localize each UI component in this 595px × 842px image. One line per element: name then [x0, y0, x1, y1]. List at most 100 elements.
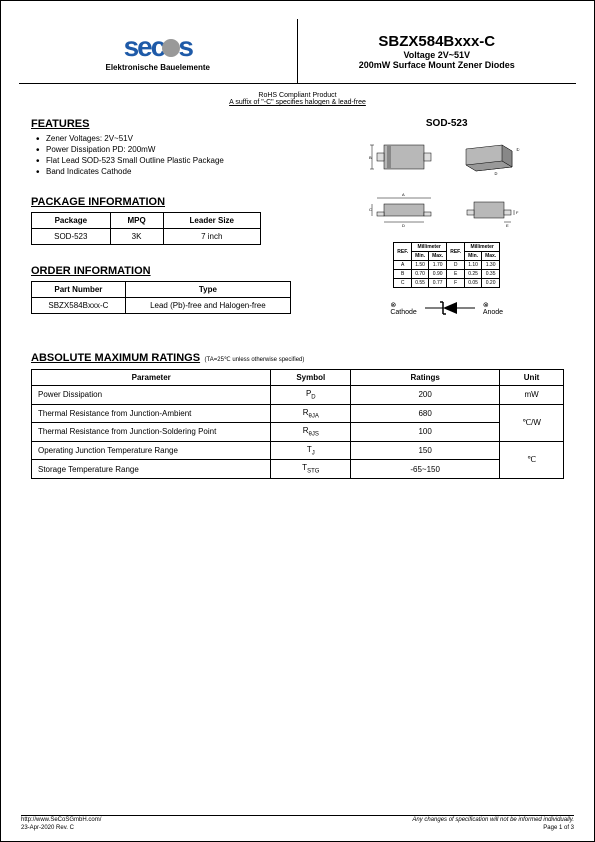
ratings-cell: TSTG	[271, 460, 351, 479]
dim-cell: 0.05	[465, 279, 482, 288]
order-title: ORDER INFORMATION	[31, 265, 319, 277]
symbol-diagram: ⊗Cathode ⊗Anode	[329, 298, 564, 318]
content-columns: FEATURES Zener Voltages: 2V~51V Power Di…	[31, 118, 564, 318]
dim-header: Millimeter	[412, 243, 447, 252]
ratings-cell: ℃	[500, 441, 564, 478]
logo-o-icon	[162, 39, 180, 57]
ratings-cell: Storage Temperature Range	[32, 460, 271, 479]
ratings-cell: Power Dissipation	[32, 386, 271, 405]
ratings-cell: TJ	[271, 441, 351, 460]
table-row: Parameter Symbol Ratings Unit	[32, 370, 564, 386]
anode-label: ⊗Anode	[483, 301, 503, 316]
dim-cell: 0.55	[412, 279, 429, 288]
svg-text:E: E	[506, 223, 509, 228]
table-row: C 0.55 0.77 F 0.05 0.20	[394, 279, 500, 288]
ratings-header: Parameter	[32, 370, 271, 386]
dim-subheader: Min.	[465, 252, 482, 261]
rohs-line2: A suffix of "-C" specifies halogen & lea…	[19, 99, 576, 106]
footer-row1: http://www.SeCoSGmbH.com/ Any changes of…	[21, 815, 574, 823]
ratings-cell: RθJA	[271, 404, 351, 423]
footer-disclaimer: Any changes of specification will not be…	[412, 817, 574, 823]
ratings-condition: (TA=25℃ unless otherwise specified)	[205, 357, 305, 363]
dim-subheader: Max.	[482, 252, 500, 261]
description-subtitle: 200mW Surface Mount Zener Diodes	[359, 60, 515, 70]
body-content: FEATURES Zener Voltages: 2V~51V Power Di…	[19, 118, 576, 479]
dim-cell: 0.90	[429, 270, 447, 279]
table-row: A 1.50 1.70 D 1.10 1.30	[394, 261, 500, 270]
dim-cell: C	[394, 279, 412, 288]
diagram-area: B ① ②	[329, 137, 564, 232]
ratings-title: ABSOLUTE MAXIMUM RATINGS	[31, 352, 200, 364]
dim-cell: F	[447, 279, 465, 288]
table-row: Power Dissipation PD 200 mW	[32, 386, 564, 405]
ratings-cell: PD	[271, 386, 351, 405]
sod-3d-view-icon: ① ②	[454, 137, 524, 177]
footer-date: 23-Apr-2020 Rev. C	[21, 825, 74, 831]
dim-header: REF.	[447, 243, 465, 261]
package-table: Package MPQ Leader Size SOD-523 3K 7 inc…	[31, 212, 261, 245]
sod-side-view-icon: C D A	[369, 192, 439, 232]
ratings-cell: ℃/W	[500, 404, 564, 441]
package-section: PACKAGE INFORMATION Package MPQ Leader S…	[31, 196, 319, 245]
ratings-header: Unit	[500, 370, 564, 386]
feature-item: Band Indicates Cathode	[46, 167, 319, 176]
footer-page: Page 1 of 3	[543, 825, 574, 831]
table-row: SBZX584Bxxx-C Lead (Pb)-free and Halogen…	[32, 298, 291, 314]
dim-cell: E	[447, 270, 465, 279]
pkg-header: MPQ	[110, 213, 163, 229]
logo: secs	[124, 31, 192, 63]
ratings-cell: -65~150	[351, 460, 500, 479]
part-number-title: SBZX584Bxxx-C	[378, 33, 495, 50]
cathode-label: ⊗Cathode	[390, 301, 416, 316]
rohs-notice: RoHS Compliant Product A suffix of "-C" …	[19, 92, 576, 106]
package-title: PACKAGE INFORMATION	[31, 196, 319, 208]
title-cell: SBZX584Bxxx-C Voltage 2V~51V 200mW Surfa…	[298, 19, 577, 83]
table-row: Operating Junction Temperature Range TJ …	[32, 441, 564, 460]
dim-cell: 0.70	[412, 270, 429, 279]
order-header: Type	[125, 282, 290, 298]
order-section: ORDER INFORMATION Part Number Type SBZX5…	[31, 265, 319, 314]
svg-text:C: C	[369, 207, 372, 212]
dim-cell: D	[447, 261, 465, 270]
dim-cell: B	[394, 270, 412, 279]
svg-text:①: ①	[516, 147, 520, 152]
order-cell: SBZX584Bxxx-C	[32, 298, 126, 314]
header-row: secs Elektronische Bauelemente SBZX584Bx…	[19, 19, 576, 84]
table-row: Package MPQ Leader Size	[32, 213, 261, 229]
footer-content: http://www.SeCoSGmbH.com/ Any changes of…	[21, 815, 574, 831]
dimensions-table: REF. Millimeter REF. Millimeter Min. Max…	[393, 242, 500, 288]
dim-header: Millimeter	[465, 243, 500, 252]
ratings-section: ABSOLUTE MAXIMUM RATINGS (TA=25℃ unless …	[31, 348, 564, 479]
pkg-cell: 7 inch	[163, 229, 260, 245]
svg-text:B: B	[369, 155, 372, 160]
table-row: Thermal Resistance from Junction-Solderi…	[32, 423, 564, 442]
voltage-subtitle: Voltage 2V~51V	[403, 50, 470, 60]
table-row: Storage Temperature Range TSTG -65~150	[32, 460, 564, 479]
table-row: SOD-523 3K 7 inch	[32, 229, 261, 245]
ratings-header: Ratings	[351, 370, 500, 386]
ratings-cell: Thermal Resistance from Junction-Solderi…	[32, 423, 271, 442]
left-column: FEATURES Zener Voltages: 2V~51V Power Di…	[31, 118, 329, 318]
logo-text: secs	[124, 31, 192, 63]
dim-cell: 0.35	[482, 270, 500, 279]
feature-item: Power Dissipation PD: 200mW	[46, 145, 319, 154]
features-title: FEATURES	[31, 118, 319, 130]
table-row: B 0.70 0.90 E 0.25 0.35	[394, 270, 500, 279]
ratings-cell: Operating Junction Temperature Range	[32, 441, 271, 460]
logo-cell: secs Elektronische Bauelemente	[19, 19, 298, 83]
svg-text:F: F	[516, 210, 519, 215]
dim-cell: 0.77	[429, 279, 447, 288]
dim-subheader: Max.	[429, 252, 447, 261]
table-row: Part Number Type	[32, 282, 291, 298]
pkg-header: Package	[32, 213, 111, 229]
svg-text:A: A	[402, 192, 405, 197]
ratings-cell: 100	[351, 423, 500, 442]
ratings-table: Parameter Symbol Ratings Unit Power Diss…	[31, 369, 564, 479]
pkg-cell: SOD-523	[32, 229, 111, 245]
pkg-header: Leader Size	[163, 213, 260, 229]
footer-url: http://www.SeCoSGmbH.com/	[21, 817, 101, 823]
dim-cell: 1.70	[429, 261, 447, 270]
pkg-cell: 3K	[110, 229, 163, 245]
zener-symbol-icon	[425, 298, 475, 318]
svg-text:D: D	[402, 223, 405, 228]
